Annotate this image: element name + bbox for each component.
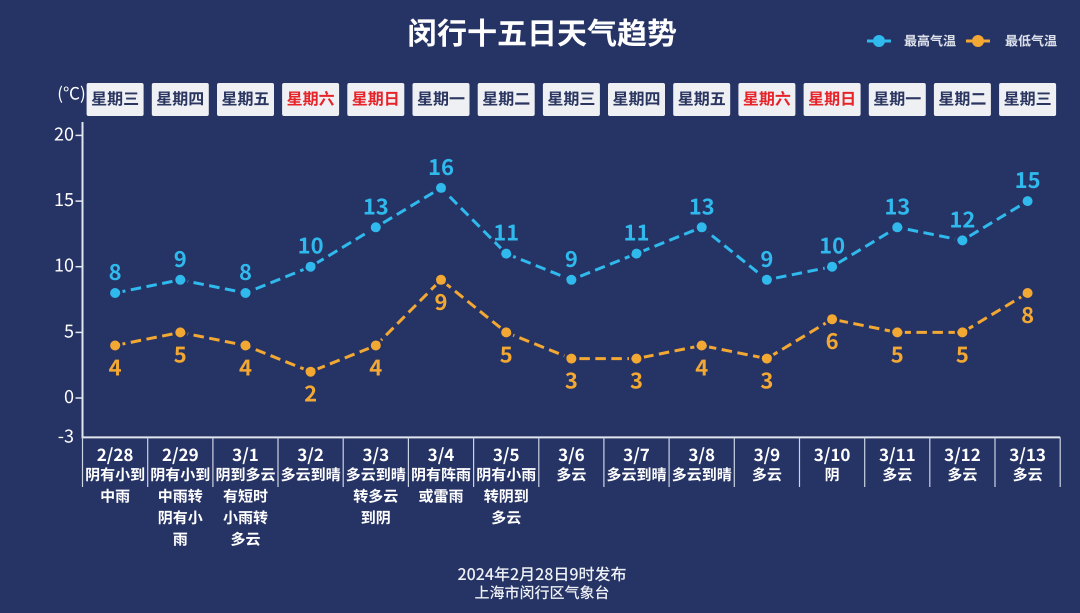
svg-text:2/28: 2/28 <box>97 441 134 466</box>
svg-text:星期五: 星期五 <box>221 86 269 110</box>
svg-text:3/1: 3/1 <box>232 441 259 466</box>
svg-text:9: 9 <box>760 242 773 274</box>
svg-text:11: 11 <box>493 216 519 248</box>
svg-text:星期三: 星期三 <box>1004 86 1052 110</box>
svg-text:阴有小到: 阴有小到 <box>150 464 210 485</box>
svg-text:中雨: 中雨 <box>100 486 130 507</box>
svg-text:多云: 多云 <box>752 464 782 485</box>
svg-text:8: 8 <box>239 255 252 287</box>
svg-text:多云到晴: 多云到晴 <box>281 464 341 485</box>
svg-text:星期二: 星期二 <box>938 86 986 110</box>
svg-text:9: 9 <box>174 242 187 274</box>
svg-text:星期三: 星期三 <box>547 86 595 110</box>
svg-text:多云: 多云 <box>491 507 521 528</box>
svg-text:到阴: 到阴 <box>361 507 391 528</box>
svg-text:阴有小: 阴有小 <box>158 507 203 528</box>
svg-text:3/9: 3/9 <box>754 441 781 466</box>
svg-text:星期三: 星期三 <box>91 86 139 110</box>
svg-text:3/10: 3/10 <box>814 441 851 466</box>
svg-text:星期四: 星期四 <box>612 86 660 110</box>
svg-text:3/11: 3/11 <box>879 441 916 466</box>
svg-text:4: 4 <box>109 351 122 383</box>
svg-text:闵行十五日天气趋势: 闵行十五日天气趋势 <box>407 9 677 53</box>
svg-text:最高气温: 最高气温 <box>904 31 956 50</box>
svg-text:多云: 多云 <box>1013 464 1043 485</box>
svg-text:2/29: 2/29 <box>162 441 199 466</box>
svg-text:5: 5 <box>500 337 513 369</box>
svg-text:-3: -3 <box>58 422 74 448</box>
svg-text:阴: 阴 <box>825 464 840 485</box>
svg-text:3: 3 <box>630 364 643 396</box>
svg-text:多云: 多云 <box>947 464 977 485</box>
svg-text:4: 4 <box>239 351 252 383</box>
svg-text:15: 15 <box>1015 163 1041 195</box>
svg-text:星期四: 星期四 <box>156 86 204 110</box>
svg-text:10: 10 <box>819 229 845 261</box>
svg-text:上海市闵行区气象台: 上海市闵行区气象台 <box>474 582 609 603</box>
svg-text:5: 5 <box>174 337 187 369</box>
svg-text:8: 8 <box>109 255 122 287</box>
svg-text:5: 5 <box>64 317 74 343</box>
svg-text:3/7: 3/7 <box>623 441 650 466</box>
svg-text:星期六: 星期六 <box>743 86 791 110</box>
svg-text:雨: 雨 <box>173 529 188 550</box>
svg-text:或雷雨: 或雷雨 <box>418 486 463 507</box>
svg-text:多云: 多云 <box>882 464 912 485</box>
svg-text:3/8: 3/8 <box>688 441 715 466</box>
svg-text:5: 5 <box>891 337 904 369</box>
svg-text:2024年2月28日9时发布: 2024年2月28日9时发布 <box>458 561 627 585</box>
svg-text:阴有小到: 阴有小到 <box>85 464 145 485</box>
svg-text:13: 13 <box>363 189 389 221</box>
svg-text:转阴到: 转阴到 <box>484 486 529 507</box>
svg-text:有短时: 有短时 <box>223 486 268 507</box>
svg-text:11: 11 <box>624 216 650 248</box>
svg-text:20: 20 <box>54 120 74 146</box>
svg-text:12: 12 <box>949 202 975 234</box>
svg-text:星期日: 星期日 <box>352 86 400 110</box>
svg-text:10: 10 <box>298 229 324 261</box>
svg-text:(℃): (℃) <box>57 80 86 105</box>
svg-text:3/2: 3/2 <box>297 441 324 466</box>
svg-text:10: 10 <box>54 252 74 278</box>
svg-text:0: 0 <box>64 383 74 409</box>
svg-text:多云: 多云 <box>556 464 586 485</box>
svg-text:3: 3 <box>760 364 773 396</box>
svg-text:3/4: 3/4 <box>428 441 455 466</box>
svg-text:9: 9 <box>565 242 578 274</box>
svg-text:多云: 多云 <box>230 529 260 550</box>
svg-text:星期日: 星期日 <box>808 86 856 110</box>
svg-text:4: 4 <box>369 351 382 383</box>
svg-text:星期二: 星期二 <box>482 86 530 110</box>
svg-text:2: 2 <box>304 377 317 409</box>
svg-text:3/12: 3/12 <box>944 441 981 466</box>
svg-text:多云到晴: 多云到晴 <box>672 464 732 485</box>
svg-text:阴有阵雨: 阴有阵雨 <box>411 464 471 485</box>
svg-text:多云到晴: 多云到晴 <box>606 464 666 485</box>
svg-text:小雨转: 小雨转 <box>223 507 268 528</box>
svg-text:15: 15 <box>54 186 74 212</box>
svg-text:8: 8 <box>1021 298 1034 330</box>
svg-text:多云到晴: 多云到晴 <box>346 464 406 485</box>
svg-text:3/6: 3/6 <box>558 441 585 466</box>
svg-text:阴到多云: 阴到多云 <box>215 464 275 485</box>
svg-text:转多云: 转多云 <box>353 486 398 507</box>
svg-text:中雨转: 中雨转 <box>158 486 203 507</box>
svg-text:最低气温: 最低气温 <box>1005 31 1057 50</box>
svg-text:4: 4 <box>695 351 708 383</box>
svg-text:16: 16 <box>428 150 454 182</box>
svg-text:星期六: 星期六 <box>287 86 335 110</box>
svg-text:3/5: 3/5 <box>493 441 520 466</box>
svg-text:6: 6 <box>826 324 839 356</box>
svg-text:星期五: 星期五 <box>678 86 726 110</box>
svg-text:3/13: 3/13 <box>1009 441 1046 466</box>
svg-text:星期一: 星期一 <box>417 86 465 110</box>
svg-text:3: 3 <box>565 364 578 396</box>
svg-text:5: 5 <box>956 337 969 369</box>
svg-text:阴有小雨: 阴有小雨 <box>476 464 536 485</box>
svg-text:星期一: 星期一 <box>873 86 921 110</box>
svg-text:9: 9 <box>435 285 448 317</box>
svg-text:3/3: 3/3 <box>362 441 389 466</box>
svg-text:13: 13 <box>884 189 910 221</box>
svg-text:13: 13 <box>689 189 715 221</box>
